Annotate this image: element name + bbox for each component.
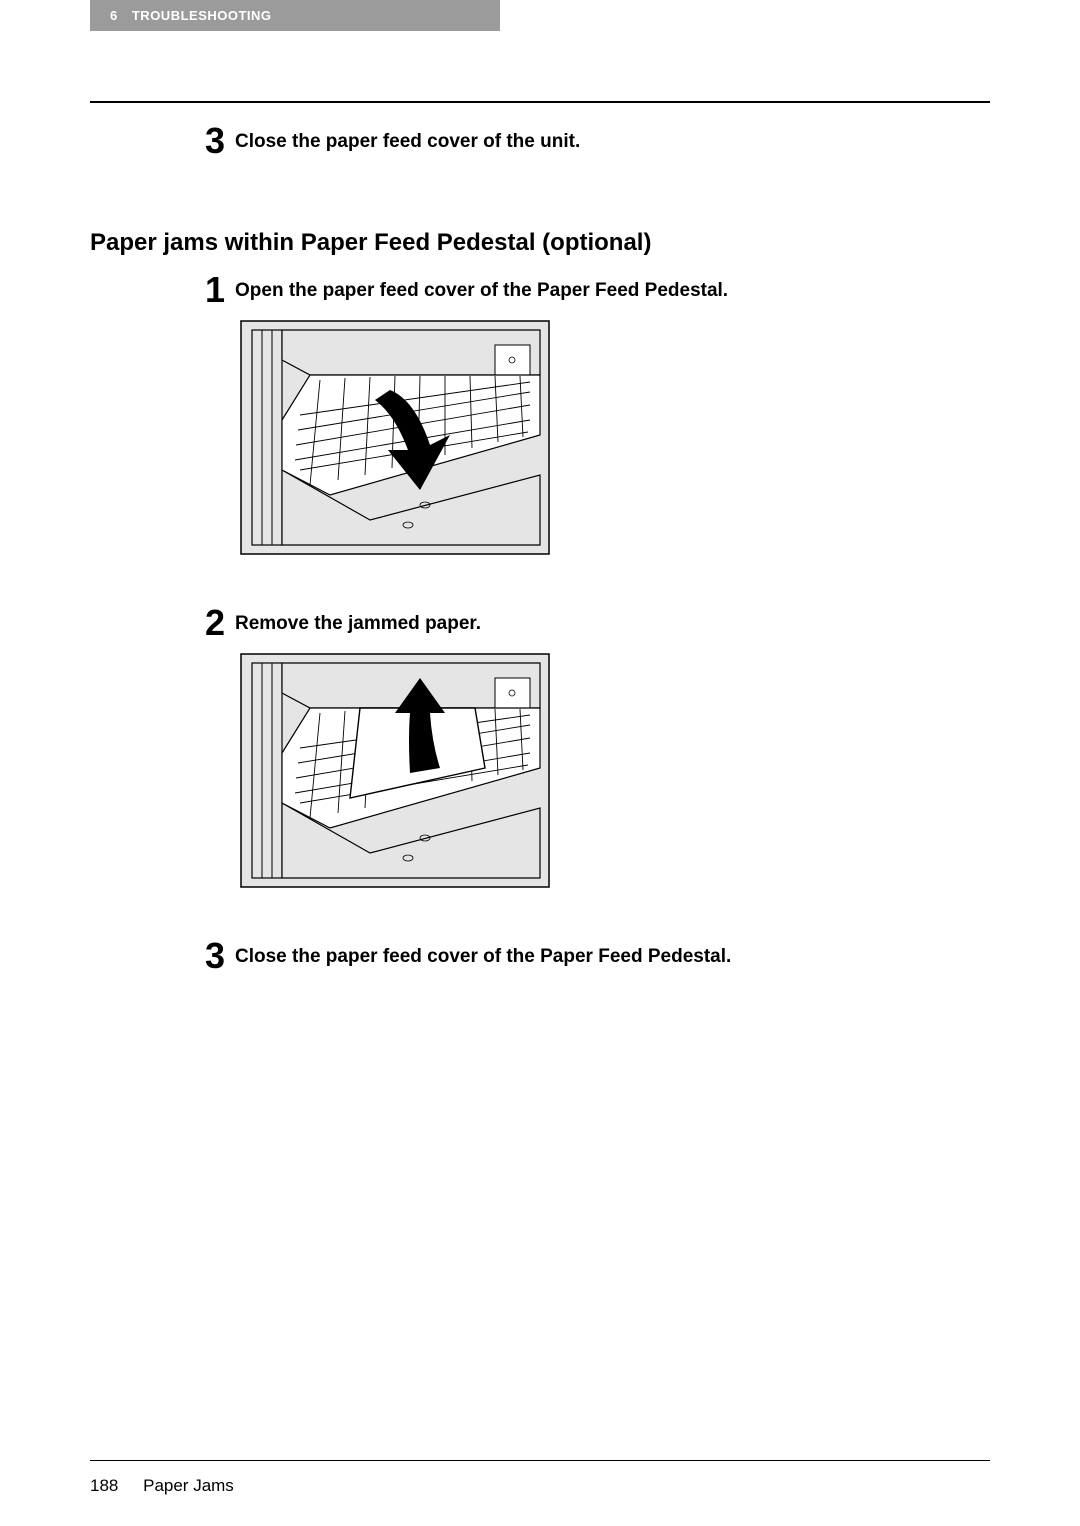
footer-section: Paper Jams	[143, 1476, 234, 1495]
step-text: Close the paper feed cover of the unit.	[235, 123, 580, 153]
step-number: 2	[195, 605, 235, 641]
section-title: Paper jams within Paper Feed Pedestal (o…	[90, 229, 990, 257]
footer-rule	[90, 1460, 990, 1461]
step-row-close-unit: 3 Close the paper feed cover of the unit…	[195, 123, 990, 159]
step-number: 3	[195, 938, 235, 974]
step-number: 1	[195, 272, 235, 308]
chapter-number: 6	[110, 8, 118, 23]
illustration-open-cover	[240, 320, 990, 555]
illustration-remove-paper	[240, 653, 990, 888]
page-number: 188	[90, 1476, 118, 1495]
step-text: Close the paper feed cover of the Paper …	[235, 938, 731, 968]
step-row-2: 2 Remove the jammed paper.	[195, 605, 990, 641]
step-row-3: 3 Close the paper feed cover of the Pape…	[195, 938, 990, 974]
page-footer: 188 Paper Jams	[90, 1460, 990, 1496]
chapter-title: TROUBLESHOOTING	[132, 8, 272, 23]
step-row-1: 1 Open the paper feed cover of the Paper…	[195, 272, 990, 308]
step-text: Open the paper feed cover of the Paper F…	[235, 272, 728, 302]
chapter-header: 6 TROUBLESHOOTING	[90, 0, 500, 31]
step-number: 3	[195, 123, 235, 159]
content-rule	[90, 101, 990, 103]
step-text: Remove the jammed paper.	[235, 605, 481, 635]
